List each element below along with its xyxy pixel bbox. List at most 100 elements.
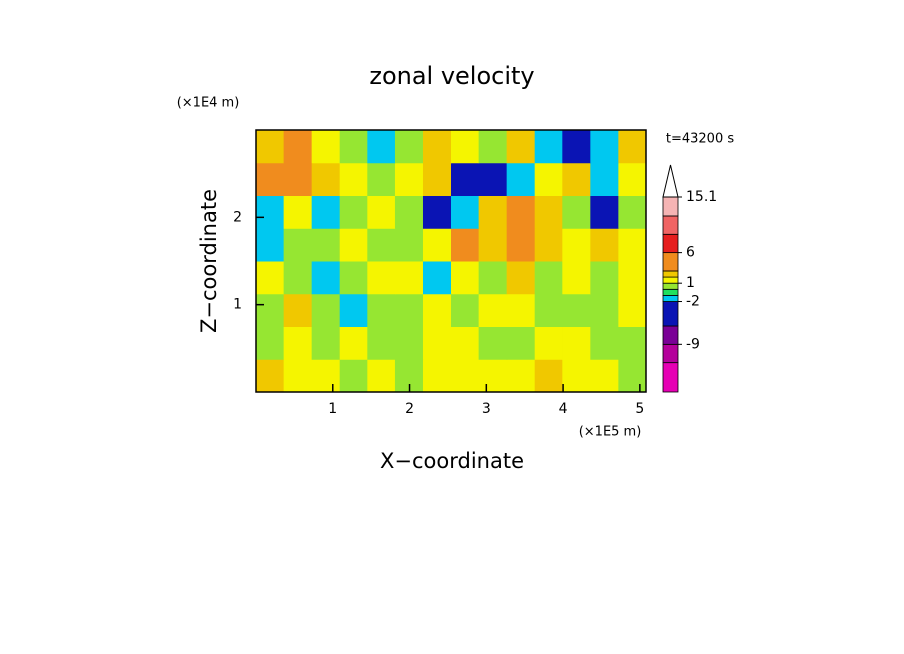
- field-cell: [339, 228, 368, 262]
- x-tick-label: 1: [328, 401, 337, 417]
- y-unit: (×1E4 m): [177, 96, 240, 111]
- field-cell: [422, 359, 452, 393]
- colorbar-tick-label: -9: [686, 336, 700, 352]
- x-tick-label: 2: [405, 401, 414, 417]
- field-cell: [451, 293, 480, 327]
- x-unit: (×1E5 m): [579, 425, 642, 440]
- field-cell: [478, 228, 508, 262]
- field-cell: [590, 261, 619, 295]
- field-cell: [618, 261, 647, 295]
- field-cell: [534, 228, 563, 262]
- field-cell: [283, 130, 313, 164]
- field-cell: [590, 130, 619, 164]
- field-cell: [562, 359, 591, 393]
- field-cell: [311, 359, 341, 393]
- field-cell: [451, 326, 480, 360]
- field-cell: [339, 359, 368, 393]
- field-cell: [339, 261, 368, 295]
- field-cell: [422, 261, 452, 295]
- x-tick-label: 3: [482, 401, 491, 417]
- field-cell: [339, 130, 368, 164]
- field-cell: [478, 326, 508, 360]
- field-cell: [478, 359, 508, 393]
- colorbar-box: [662, 270, 679, 278]
- field-cell: [394, 162, 424, 196]
- field-cell: [590, 326, 619, 360]
- field-cell: [422, 326, 452, 360]
- field-cell: [311, 326, 341, 360]
- field-cell: [506, 359, 536, 393]
- field-cell: [590, 162, 619, 196]
- field-cell: [367, 228, 396, 262]
- chart-title: zonal velocity: [369, 62, 534, 90]
- field-cell: [422, 130, 452, 164]
- field-cell: [367, 130, 396, 164]
- field-cell: [534, 162, 563, 196]
- field-cell: [311, 228, 341, 262]
- field-cell: [618, 326, 647, 360]
- field-cell: [506, 228, 536, 262]
- field-cell: [283, 162, 313, 196]
- field-cell: [590, 359, 619, 393]
- field-cell: [562, 261, 591, 295]
- field-cell: [256, 326, 285, 360]
- field-cell: [590, 195, 619, 229]
- field-cell: [618, 130, 647, 164]
- field-cell: [367, 293, 396, 327]
- field-cell: [367, 162, 396, 196]
- field-cell: [394, 130, 424, 164]
- field-cell: [478, 261, 508, 295]
- colorbar-box: [662, 301, 679, 327]
- field-cell: [311, 195, 341, 229]
- field-cell: [283, 228, 313, 262]
- field-cell: [506, 195, 536, 229]
- field-cell: [283, 326, 313, 360]
- field-cell: [562, 293, 591, 327]
- field-cell: [256, 195, 285, 229]
- colorbar-box: [662, 252, 679, 272]
- field-cell: [256, 293, 285, 327]
- field-cell: [256, 162, 285, 196]
- colorbar-box: [662, 196, 679, 217]
- field-cell: [618, 293, 647, 327]
- field-cell: [562, 228, 591, 262]
- colorbar-tick-label: 6: [686, 245, 695, 261]
- field-cell: [339, 326, 368, 360]
- field-cell: [451, 228, 480, 262]
- field-cell: [534, 130, 563, 164]
- field-cell: [394, 228, 424, 262]
- field-cell: [534, 261, 563, 295]
- field-cell: [311, 162, 341, 196]
- field-cell: [534, 359, 563, 393]
- field-cell: [367, 261, 396, 295]
- colorbar-tick-label: 1: [686, 275, 695, 291]
- field-cell: [478, 195, 508, 229]
- field-cell: [394, 195, 424, 229]
- colorbar-extension: [662, 164, 679, 198]
- x-tick-label: 5: [635, 401, 644, 417]
- field-cell: [534, 195, 563, 229]
- colorbar-tick-label: 15.1: [686, 189, 717, 205]
- field-cell: [451, 162, 480, 196]
- field-cell: [367, 195, 396, 229]
- y-tick-label: 1: [233, 297, 242, 313]
- field-cell: [618, 359, 647, 393]
- y-axis-label: Z−coordinate: [197, 189, 221, 333]
- field-cell: [256, 261, 285, 295]
- field-cell: [339, 195, 368, 229]
- field-cell: [451, 261, 480, 295]
- x-tick-label: 4: [559, 401, 568, 417]
- field-cell: [562, 162, 591, 196]
- field-cell: [451, 130, 480, 164]
- field-cell: [283, 293, 313, 327]
- plot-frame: [255, 129, 647, 393]
- axes: 1 2 3 4 5 1 2 15.1 6 1 -2 -9: [233, 129, 717, 417]
- field-cell: [283, 195, 313, 229]
- field-cell: [590, 293, 619, 327]
- field-cell: [422, 228, 452, 262]
- field-cell: [590, 228, 619, 262]
- field-cell: [506, 326, 536, 360]
- field-cell: [283, 261, 313, 295]
